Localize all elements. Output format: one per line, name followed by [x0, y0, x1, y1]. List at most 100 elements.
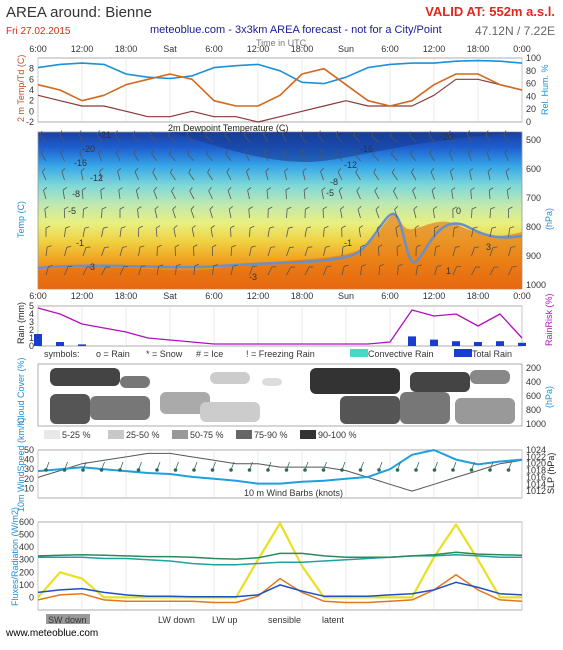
symbols-legend: symbols: o = Rain * = Snow # = Ice ! = F…: [44, 349, 512, 359]
y-tick-label: 500: [19, 530, 34, 540]
cloud-blob: [310, 368, 400, 394]
wind-barb: [430, 168, 435, 181]
rain-bar: [496, 341, 504, 346]
wind-barb: [169, 150, 176, 162]
flux-legend: SW down LW down LW up sensible latent: [46, 614, 345, 625]
y-tick-label: 200: [19, 567, 34, 577]
contour-label: -5: [68, 206, 76, 216]
wind-barb: [390, 150, 398, 162]
wind-barb: [303, 187, 309, 200]
cloud-legend-swatch: [300, 430, 316, 439]
wind-barb: [206, 149, 213, 162]
wind-barb: [174, 244, 180, 257]
cloud-legend-label: 25-50 %: [126, 430, 160, 440]
wind-barb: [263, 130, 269, 143]
cloud-legend-swatch: [172, 430, 188, 439]
y-tick-label: 600: [526, 164, 541, 174]
wind-barb: [59, 130, 65, 143]
wind-barb: [281, 130, 287, 143]
latent-line: [37, 581, 523, 598]
wind-barb: [394, 206, 398, 219]
dewpoint-title: 2m Dewpoint Temperature (C): [168, 123, 288, 133]
cloud-cover-panel: 200 400 600 800 1000 Cloud Cover (%) (hPa) 5…: [16, 357, 554, 440]
time-tick-label: 18:00: [291, 291, 314, 301]
wind-barb: [451, 187, 456, 200]
wind-barb-stem: [45, 461, 50, 471]
wind-barb: [228, 206, 233, 219]
y-tick-label: 800: [526, 405, 541, 415]
contour-label: -1: [76, 238, 84, 248]
wind-barb: [285, 187, 290, 200]
wind-barb: [323, 245, 330, 257]
wind-barb: [506, 187, 512, 200]
wind-barb: [39, 130, 47, 143]
time-tick-label: 6:00: [205, 291, 223, 301]
y-tick-label: 30: [24, 464, 34, 474]
wind-barb: [267, 206, 273, 219]
wind-barb: [246, 168, 250, 181]
flux-panel-frame: [37, 521, 523, 611]
wind-barb: [452, 206, 458, 219]
wind-barb: [320, 168, 324, 181]
sensible-line: [37, 574, 523, 604]
wind-barb: [376, 225, 381, 238]
wind-barb: [115, 149, 121, 162]
wind-barb: [61, 168, 66, 181]
cloud-ylabel: Cloud Cover (%): [16, 357, 26, 424]
wind-barb: [79, 149, 84, 162]
wind-barb: [301, 149, 306, 162]
wind-barb: [82, 246, 91, 257]
time-tick-label: 0:00: [513, 44, 531, 54]
wind-barb: [133, 149, 139, 162]
total-rain-swatch: [454, 349, 472, 357]
wind-barb: [341, 245, 348, 257]
wind-barb: [450, 168, 454, 181]
wind-barb: [466, 130, 472, 143]
lw-down-line: [38, 553, 522, 566]
slp-tick-label: 1020: [526, 459, 546, 469]
contour-label: -21: [98, 130, 111, 140]
wind-barb: [171, 187, 176, 200]
page-title: AREA around: Bienne: [6, 4, 152, 21]
wind-barb: [304, 246, 313, 257]
wind-barb: [40, 149, 47, 162]
wind-barb: [470, 187, 475, 200]
flux-legend-label: LW down: [158, 615, 195, 625]
slp-tick-label: 1016: [526, 472, 546, 482]
wind-barb: [429, 149, 435, 162]
contour-label: -16: [74, 158, 87, 168]
wind-barb: [471, 266, 481, 276]
wind-barb: [452, 246, 460, 257]
wind-barb: [119, 206, 125, 219]
cloud-blob: [50, 368, 120, 386]
forecast-subtitle: meteoblue.com - 3x3km AREA forecast - no…: [150, 24, 442, 36]
contour-label: -8: [72, 189, 80, 199]
wind-barb: [155, 225, 161, 238]
wind-barb: [134, 168, 139, 181]
wind-barb: [396, 244, 402, 257]
time-tick-label: Sun: [338, 44, 354, 54]
wind-barb: [378, 244, 383, 257]
wind-barb: [135, 187, 140, 200]
contour-label: -12: [90, 173, 103, 183]
wind-barb: [300, 130, 306, 143]
wind-barb: [207, 168, 213, 181]
cloud-legend-swatch: [44, 430, 60, 439]
wind-barb-stem: [323, 461, 327, 471]
wind-barb-stem: [397, 461, 401, 471]
time-tick-label: 12:00: [247, 44, 270, 54]
rain-risk-line: [37, 307, 523, 345]
wind-barb: [45, 245, 52, 257]
wind-barb: [230, 225, 235, 238]
wind-barb-stem: [138, 461, 142, 471]
wind-barb-stem: [304, 461, 309, 471]
wind-barb: [432, 206, 438, 219]
contour-label: -16: [360, 144, 373, 154]
wind-barb: [154, 206, 159, 219]
rain-bar: [474, 342, 482, 346]
flux-legend-label: SW down: [48, 615, 87, 625]
wind-barb: [44, 206, 49, 219]
wind-barb: [101, 206, 107, 219]
